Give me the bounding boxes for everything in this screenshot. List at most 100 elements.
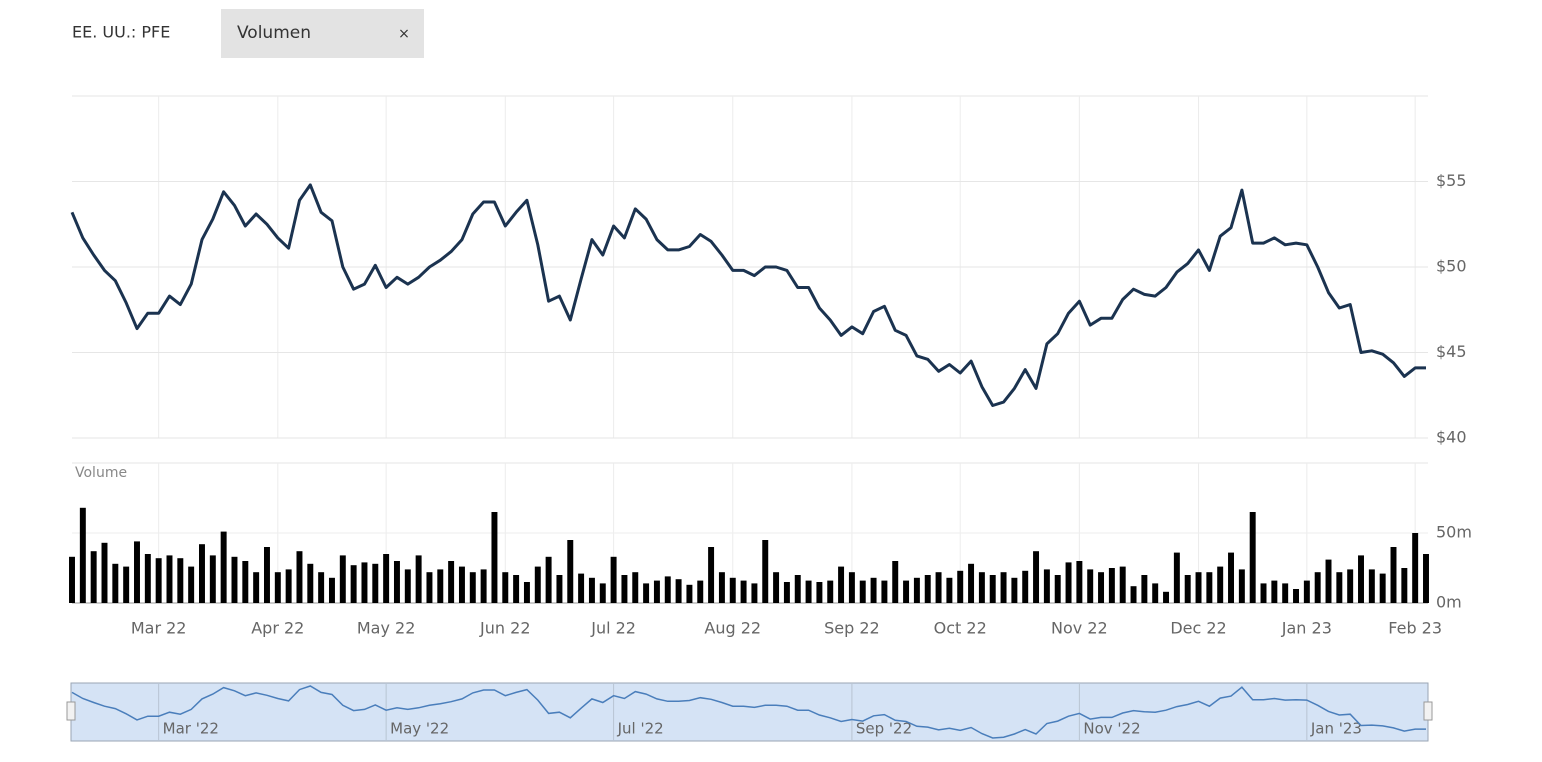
volume-bar — [1228, 552, 1235, 603]
volume-bar — [274, 572, 281, 603]
volume-bar — [209, 555, 216, 603]
volume-bar — [448, 561, 455, 603]
volume-bar — [1195, 572, 1202, 603]
navigator-label: Mar '22 — [163, 720, 219, 738]
volume-bar — [1065, 562, 1072, 603]
volume-bar — [978, 572, 985, 603]
volume-bar — [729, 577, 736, 603]
navigator-window[interactable] — [70, 682, 1429, 742]
volume-bar — [1282, 583, 1289, 603]
volume-bar — [415, 555, 422, 603]
y-tick-label: $55 — [1436, 171, 1467, 190]
volume-bar — [1347, 569, 1354, 603]
tab-close[interactable]: × — [398, 26, 410, 42]
volume-bar — [1217, 566, 1224, 603]
volume-bar — [751, 583, 758, 603]
volume-bar — [242, 561, 249, 603]
volume-bar — [1368, 569, 1375, 603]
volume-bar — [1379, 573, 1386, 603]
navigator-handle[interactable] — [66, 701, 76, 721]
volume-bar — [1054, 575, 1061, 603]
volume-bar — [924, 575, 931, 603]
y-tick-label: 0m — [1436, 593, 1462, 612]
y-tick-label: $45 — [1436, 342, 1467, 361]
volume-bar — [188, 566, 195, 603]
volume-bar — [968, 563, 975, 603]
volume-bar — [838, 566, 845, 603]
volume-bar — [361, 562, 368, 603]
volume-bar — [903, 580, 910, 603]
volume-bar — [1238, 569, 1245, 603]
volume-bar — [144, 554, 151, 603]
navigator-label: Nov '22 — [1083, 720, 1140, 738]
volume-bar — [437, 569, 444, 603]
volume-bar — [697, 580, 704, 603]
x-tick-label: Jan 23 — [1281, 619, 1332, 638]
y-tick-label: $40 — [1436, 428, 1467, 447]
volume-bar — [1098, 572, 1105, 603]
x-tick-label: Dec 22 — [1170, 619, 1226, 638]
volume-bar — [155, 558, 162, 603]
x-tick-label: Apr 22 — [251, 619, 304, 638]
navigator-label: May '22 — [390, 720, 449, 738]
volume-bar — [534, 566, 541, 603]
volume-bar — [718, 572, 725, 603]
volume-bar — [1043, 569, 1050, 603]
volume-bar — [339, 555, 346, 603]
volume-bar — [1314, 572, 1321, 603]
volume-bar — [1033, 551, 1040, 603]
volume-bar — [1173, 552, 1180, 603]
x-tick-label: Jun 22 — [479, 619, 530, 638]
volume-bar — [762, 540, 769, 603]
volume-bar — [79, 507, 86, 603]
volume-bar — [263, 547, 270, 603]
volume-bar — [892, 561, 899, 603]
volume-bar — [935, 572, 942, 603]
volume-bar — [1401, 568, 1408, 603]
x-tick-label: May 22 — [357, 619, 416, 638]
volume-bar — [1011, 577, 1018, 603]
volume-bar — [686, 584, 693, 603]
volume-bar — [708, 547, 715, 603]
panel-title: Volume — [75, 465, 127, 481]
volume-bar — [621, 575, 628, 603]
volume-bar — [1293, 589, 1299, 603]
volume-bar — [1412, 533, 1419, 603]
navigator-handle[interactable] — [1423, 701, 1433, 721]
volume-bar — [794, 575, 801, 603]
volume-bar — [989, 575, 996, 603]
volume-bar — [859, 580, 866, 603]
volume-bar — [112, 563, 119, 603]
volume-bar — [404, 569, 411, 603]
x-tick-label: Oct 22 — [934, 619, 987, 638]
volume-bar — [1303, 580, 1310, 603]
volume-bar — [1358, 555, 1364, 603]
volume-bar — [816, 582, 823, 603]
tab-label: Volumen — [237, 23, 311, 43]
volume-bar — [1184, 575, 1191, 603]
volume-bar — [296, 551, 303, 603]
x-tick-label: Sep 22 — [824, 619, 880, 638]
volume-bar — [101, 542, 108, 603]
volume-bar — [1325, 559, 1332, 603]
volume-bar — [285, 569, 292, 603]
volume-bar — [318, 572, 325, 603]
x-tick-label: Mar 22 — [131, 619, 187, 638]
volume-bar — [1022, 570, 1029, 603]
volume-bar — [913, 577, 920, 603]
indicator-tab[interactable]: Volumen × — [221, 9, 424, 58]
volume-bar — [632, 572, 639, 603]
symbol-label: EE. UU.: PFE — [72, 23, 170, 42]
navigator-line — [71, 685, 1426, 739]
volume-bar — [383, 554, 390, 603]
x-tick-label: Aug 22 — [704, 619, 761, 638]
volume-bar — [1390, 547, 1397, 603]
volume-bar — [480, 569, 487, 603]
volume-bar — [675, 579, 682, 603]
volume-bar — [1141, 575, 1148, 603]
volume-bar — [253, 572, 260, 603]
volume-bar — [1119, 566, 1126, 603]
x-tick-label: Jul 22 — [590, 619, 636, 638]
volume-bar — [664, 576, 671, 603]
